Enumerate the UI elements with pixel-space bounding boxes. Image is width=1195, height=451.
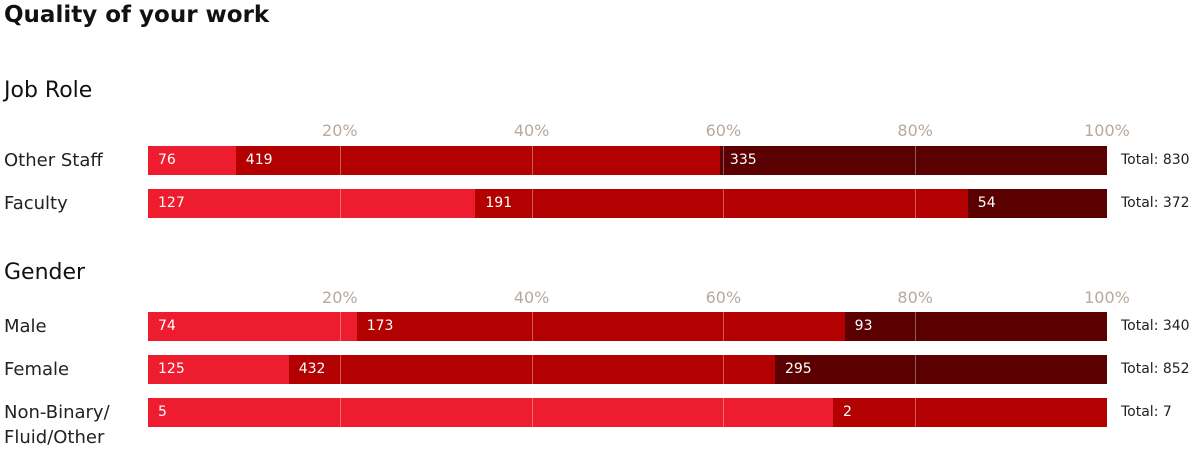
x-tick-label: 40%	[513, 288, 550, 307]
bar-segment	[475, 189, 968, 218]
value-label: 191	[485, 195, 513, 211]
category-label: Faculty	[4, 193, 68, 214]
bar-segment	[833, 398, 1107, 427]
grid-line	[915, 146, 917, 218]
bar-segment	[967, 189, 1107, 218]
page-title: Quality of your work	[4, 2, 270, 28]
value-label: 2	[843, 404, 852, 420]
value-label: 93	[854, 318, 873, 334]
total-label: Total: 830	[1121, 152, 1190, 168]
category-label: Male	[4, 316, 47, 337]
value-label: 54	[977, 195, 996, 211]
value-label: 74	[158, 318, 176, 334]
category-label: Other Staff	[4, 150, 103, 171]
bar-segment	[148, 355, 289, 384]
bar-segment	[356, 312, 845, 341]
bar-segment	[235, 146, 720, 175]
x-tick-label: 20%	[322, 288, 358, 307]
section-title: Gender	[4, 260, 86, 285]
value-label: 432	[298, 361, 326, 377]
bar-segment	[148, 398, 833, 427]
x-tick-label: 80%	[897, 121, 933, 140]
value-label: 419	[245, 152, 273, 168]
grid-line	[339, 312, 341, 427]
total-label: Total: 372	[1121, 195, 1190, 211]
bar-segment	[719, 146, 1107, 175]
bar-segment	[774, 355, 1107, 384]
value-label: 127	[158, 195, 185, 211]
value-label: 76	[158, 152, 176, 168]
value-label: 295	[784, 361, 812, 377]
value-label: 335	[729, 152, 757, 168]
x-tick-label: 60%	[705, 121, 742, 140]
bar-segment	[148, 146, 236, 175]
category-label: Non-Binary/ Fluid/Other	[4, 402, 110, 448]
grid-line	[339, 146, 341, 218]
grid-line	[531, 312, 533, 427]
bar-segment	[148, 189, 476, 218]
x-tick-label: 40%	[513, 121, 550, 140]
x-tick-label: 60%	[705, 288, 742, 307]
grid-line	[723, 146, 725, 218]
section-title: Job Role	[4, 78, 93, 103]
x-tick-label: 80%	[897, 288, 933, 307]
x-tick-label: 100%	[1084, 288, 1130, 307]
total-label: Total: 852	[1121, 361, 1190, 377]
value-label: 5	[158, 404, 167, 420]
bar-segment	[148, 312, 357, 341]
value-label: 125	[158, 361, 185, 377]
category-label: Female	[4, 359, 70, 380]
total-label: Total: 7	[1121, 404, 1172, 420]
bar-segment	[844, 312, 1107, 341]
total-label: Total: 340	[1121, 318, 1190, 334]
x-tick-label: 100%	[1084, 121, 1130, 140]
grid-line	[531, 146, 533, 218]
x-tick-label: 20%	[322, 121, 358, 140]
grid-line	[1107, 146, 1108, 218]
grid-line	[915, 312, 917, 427]
value-label: 173	[366, 318, 394, 334]
grid-line	[723, 312, 725, 427]
bar-segment	[288, 355, 775, 384]
grid-line	[1107, 312, 1108, 427]
